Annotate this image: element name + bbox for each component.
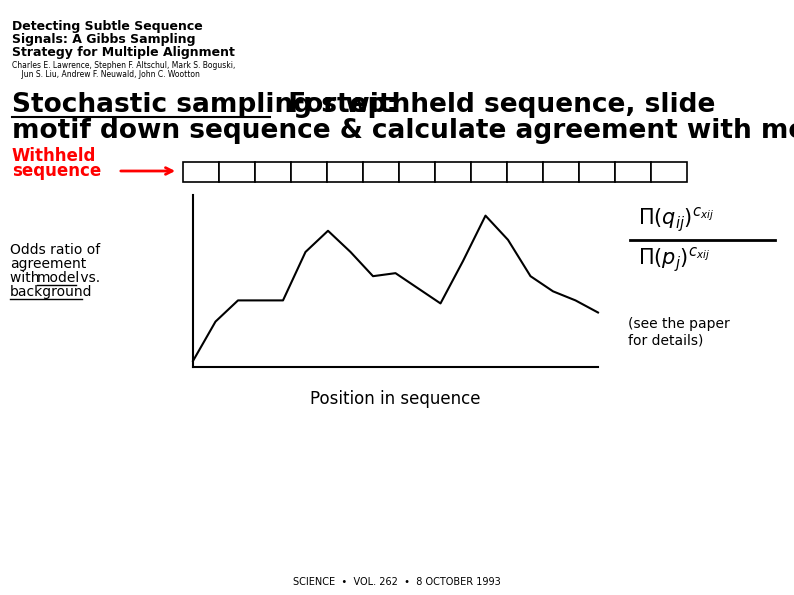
Text: $\Pi(q_{ij})^{c_{xij}}$: $\Pi(q_{ij})^{c_{xij}}$ [638,206,714,234]
Bar [507,162,543,182]
Bar [255,162,291,182]
Bar [543,162,579,182]
Text: Odds ratio of: Odds ratio of [10,243,100,257]
Bar [219,162,255,182]
Bar [435,162,471,182]
Bar [651,162,687,182]
Text: Detecting Subtle Sequence: Detecting Subtle Sequence [12,20,202,33]
Bar [327,162,363,182]
Bar [183,162,219,182]
Text: Charles E. Lawrence, Stephen F. Altschul, Mark S. Boguski,: Charles E. Lawrence, Stephen F. Altschul… [12,61,235,70]
Text: sequence: sequence [12,162,102,180]
Text: background: background [10,285,92,299]
Text: Jun S. Liu, Andrew F. Neuwald, John C. Wootton: Jun S. Liu, Andrew F. Neuwald, John C. W… [12,70,200,79]
Text: Position in sequence: Position in sequence [310,390,480,408]
Bar [579,162,615,182]
Text: vs.: vs. [76,271,100,285]
Text: agreement: agreement [10,257,87,271]
Text: SCIENCE  •  VOL. 262  •  8 OCTOBER 1993: SCIENCE • VOL. 262 • 8 OCTOBER 1993 [293,577,501,587]
Bar [471,162,507,182]
Text: Stochastic sampling step:: Stochastic sampling step: [12,92,397,118]
Text: (see the paper
for details): (see the paper for details) [628,317,730,347]
Text: Withheld: Withheld [12,147,96,165]
Bar [291,162,327,182]
Text: For withheld sequence, slide: For withheld sequence, slide [270,92,715,118]
Text: model: model [37,271,80,285]
Bar [615,162,651,182]
Text: $\Pi(p_j)^{c_{xij}}$: $\Pi(p_j)^{c_{xij}}$ [638,246,710,274]
Text: Strategy for Multiple Alignment: Strategy for Multiple Alignment [12,46,235,59]
Text: motif down sequence & calculate agreement with model: motif down sequence & calculate agreemen… [12,118,794,144]
Text: with: with [10,271,44,285]
Text: Signals: A Gibbs Sampling: Signals: A Gibbs Sampling [12,33,195,46]
Bar [399,162,435,182]
Bar [363,162,399,182]
